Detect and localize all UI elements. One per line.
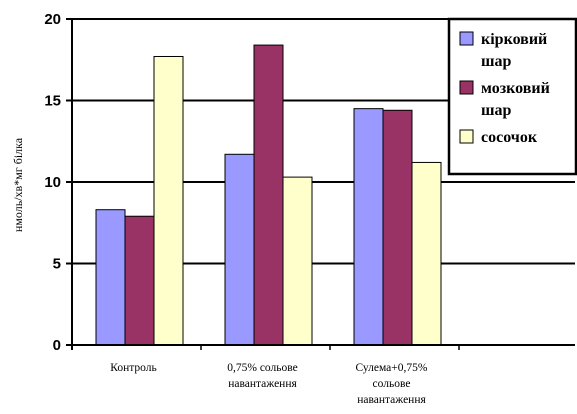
category-labels: Контроль 0,75% сольове навантаження Сулема+… [110, 362, 428, 406]
axes [66, 18, 575, 350]
x-category-label: навантаження [228, 378, 297, 390]
bar [411, 161, 442, 346]
legend-swatch [459, 129, 474, 144]
bar [95, 209, 126, 346]
y-tick-label: 0 [53, 337, 61, 354]
legend-entry: шар [481, 102, 512, 119]
x-category-label: 0,75% сольове [227, 362, 297, 374]
bar [124, 215, 155, 346]
legend-entry: мозковий [481, 80, 550, 97]
x-category-label: навантаження [357, 394, 426, 406]
x-category-label: Сулема+0,75% [356, 362, 428, 374]
legend-swatch [459, 80, 474, 95]
bar [353, 108, 384, 346]
legend-swatch [459, 31, 474, 46]
x-category-label: сольове [373, 378, 411, 390]
legend-entry: кірковий [481, 31, 547, 48]
y-axis-label: нмоль/хв*мг білка [11, 137, 25, 232]
bar [382, 109, 413, 346]
y-tick-label: 10 [44, 174, 61, 191]
bar [282, 176, 313, 346]
y-tick-labels: 0 5 10 15 20 [44, 11, 61, 354]
bar-series [95, 44, 442, 346]
bar [253, 44, 284, 346]
legend: кірковий шар мозковий шар сосочок [447, 17, 577, 176]
bar [153, 55, 184, 346]
legend-entry: сосочок [481, 129, 538, 146]
y-tick-label: 20 [44, 11, 61, 28]
y-tick-label: 15 [44, 93, 61, 110]
y-tick-label: 5 [53, 256, 61, 273]
legend-entry: шар [481, 53, 512, 70]
bar [224, 153, 255, 346]
x-category-label: Контроль [110, 362, 157, 374]
